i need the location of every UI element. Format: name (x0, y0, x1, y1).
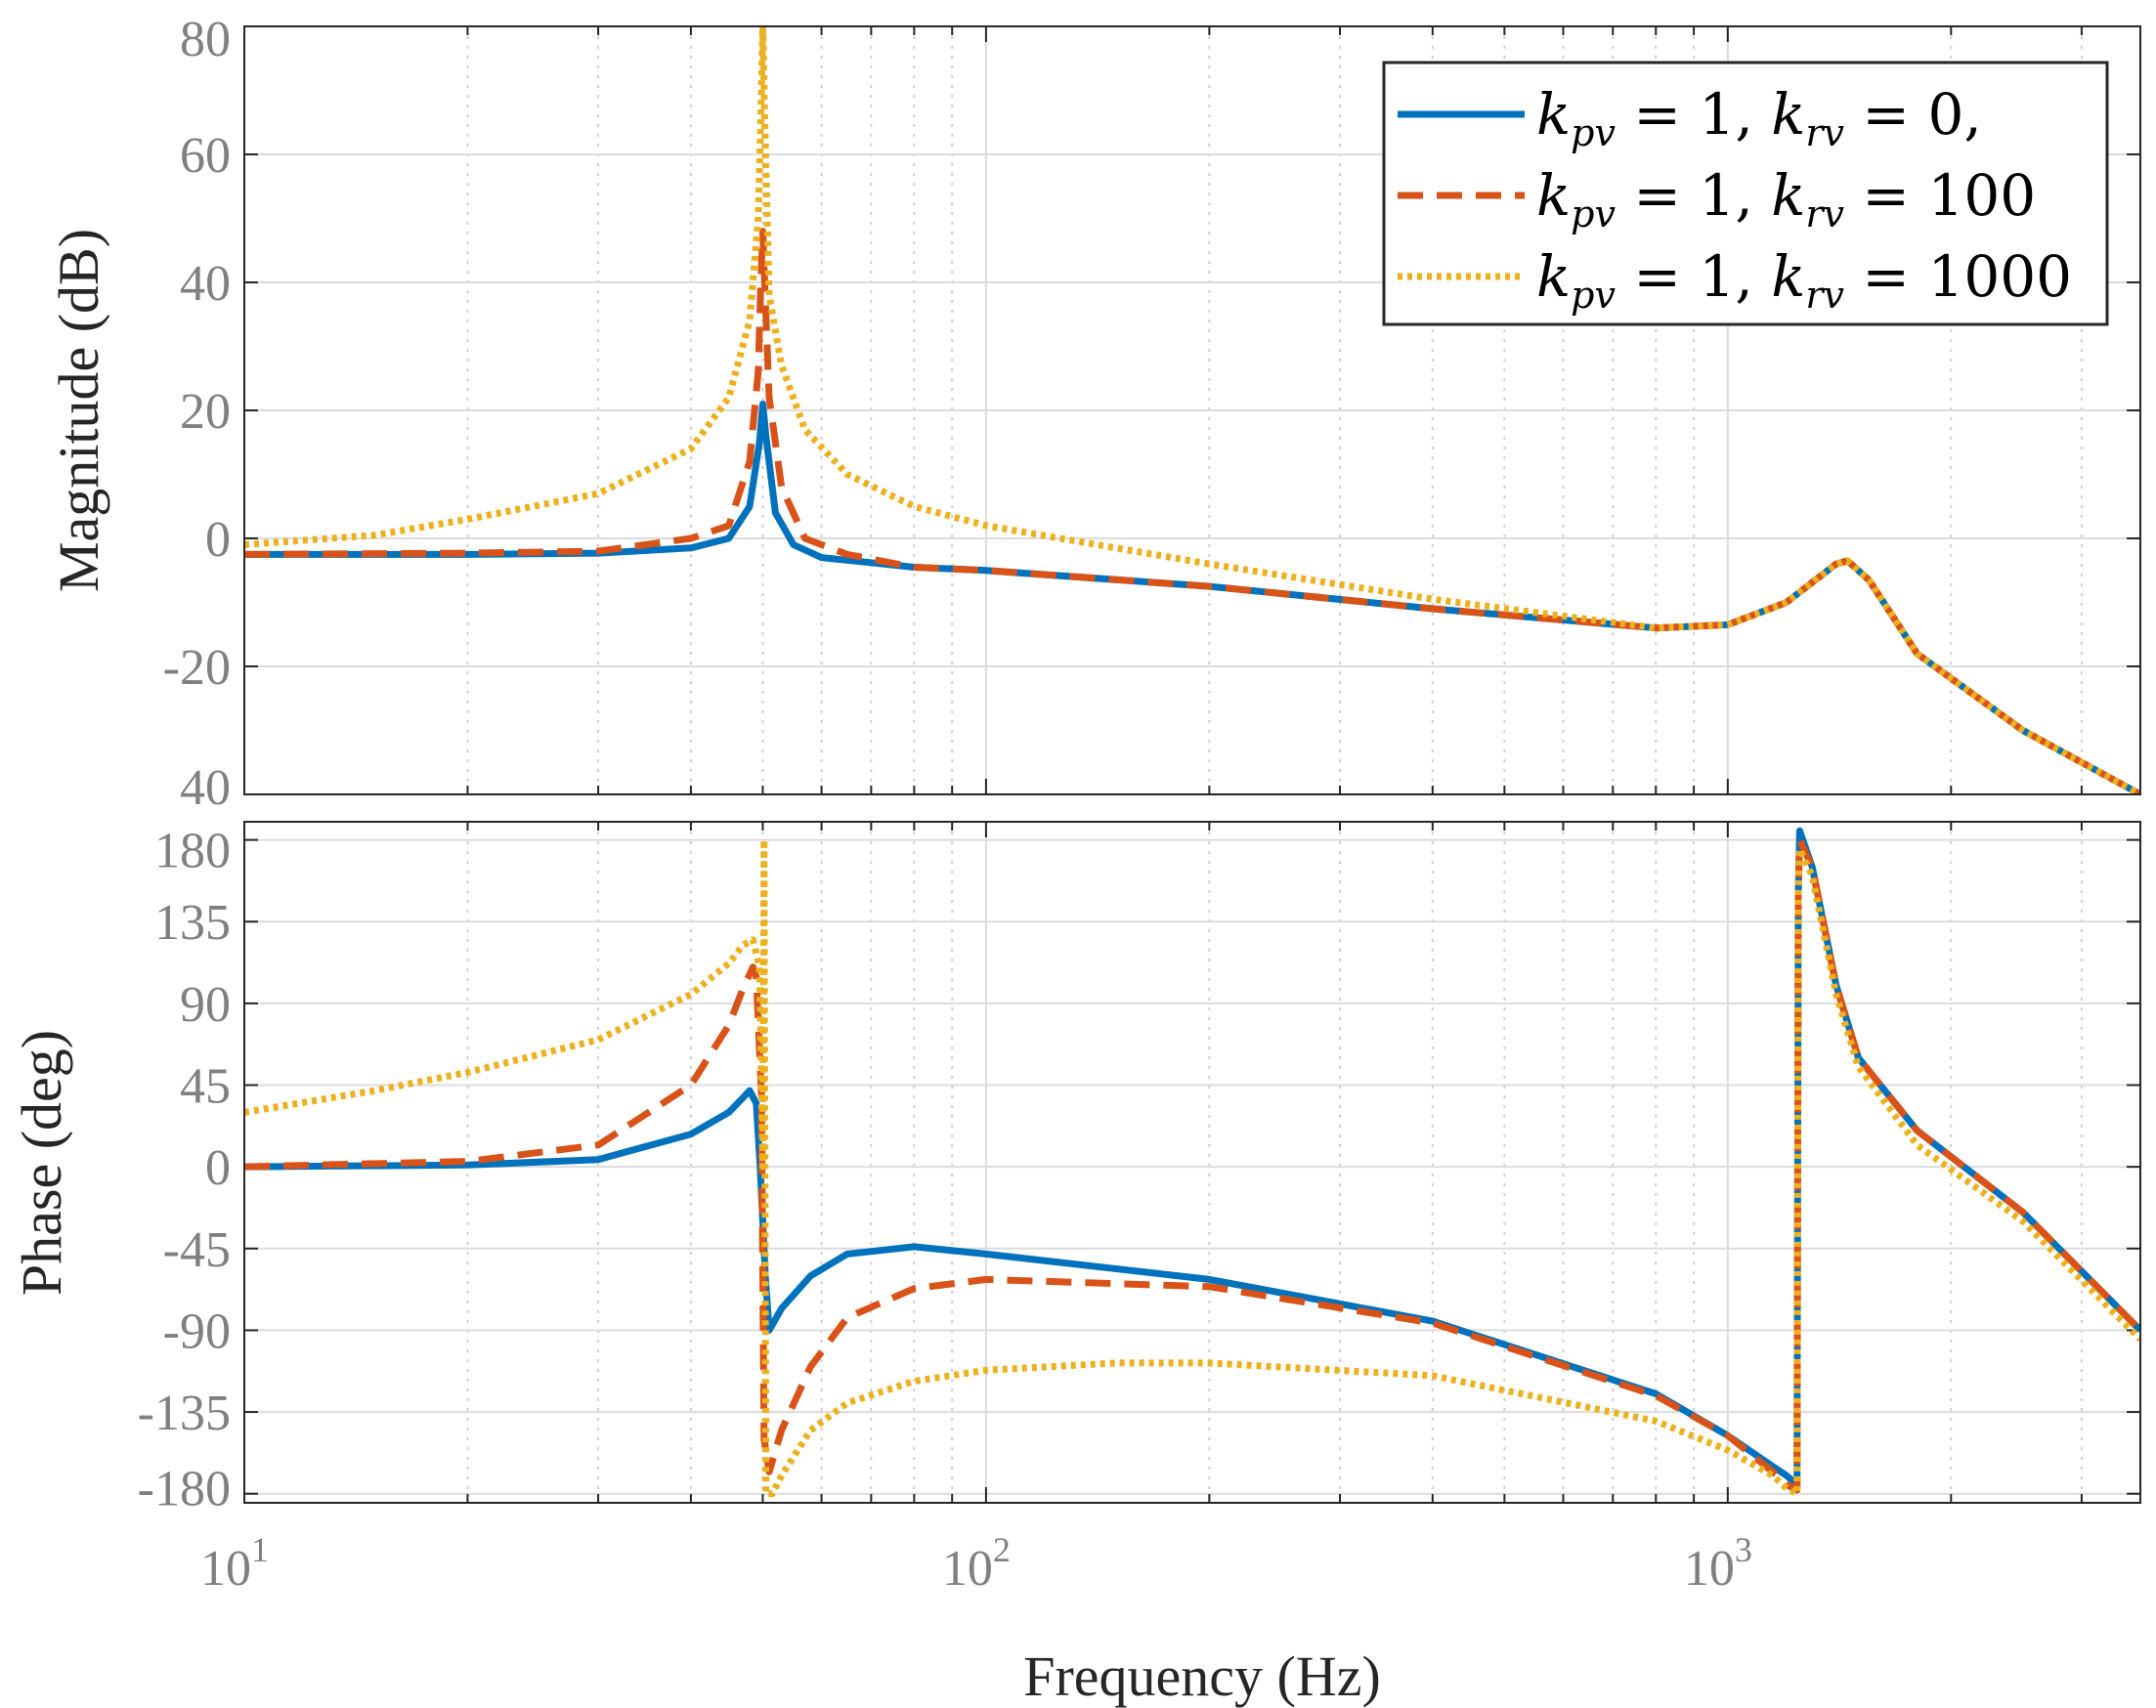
phase-y-tick-label: -90 (163, 1303, 231, 1359)
legend-label-series-1: kpv = 1, krv = 0, (1536, 81, 1982, 154)
phase-series-1-line (244, 827, 2140, 1488)
magnitude-y-tick-label: 40 (180, 256, 231, 312)
magnitude-y-tick-label: 0 (205, 512, 231, 568)
legend-label-series-3: kpv = 1, krv = 1000 (1536, 243, 2072, 317)
x-axis-ticks: 101 102 103 (200, 1530, 1752, 1597)
phase-y-axis-label: Phase (deg) (10, 1030, 73, 1296)
magnitude-y-tick-label: 40 (180, 760, 231, 816)
phase-series (244, 827, 2140, 1498)
legend-box (1382, 61, 2109, 326)
magnitude-y-tick-label: 20 (180, 384, 231, 440)
phase-panel: 180 135 90 45 0 -45 -90 -135 -180 Phase (deg) (10, 821, 2141, 1517)
phase-y-tick-label: -135 (138, 1386, 231, 1441)
phase-y-tick-label: 0 (205, 1140, 231, 1196)
magnitude-panel: 80 60 40 20 0 -20 40 Magnitude (dB) kpv = 1, k… (47, 12, 2141, 816)
phase-y-tick-label: -45 (163, 1222, 231, 1278)
phase-series-3-line (244, 836, 2140, 1498)
magnitude-series-2-line (244, 228, 2140, 794)
phase-y-ticks: 180 135 90 45 0 -45 -90 -135 -180 (138, 824, 231, 1517)
phase-y-tick-label: -180 (138, 1462, 231, 1517)
x-tick-label: 103 (1684, 1530, 1752, 1597)
phase-y-tick-label: 135 (154, 895, 231, 951)
x-tick-label: 102 (942, 1530, 1011, 1597)
magnitude-y-tick-label: -20 (163, 640, 231, 696)
magnitude-series-3-line (244, 26, 2140, 794)
x-axis-label: Frequency (Hz) (1023, 1644, 1381, 1708)
legend: kpv = 1, krv = 0, kpv = 1, krv = 100 kpv… (1382, 61, 2109, 326)
phase-axes-box (243, 821, 2141, 1504)
x-tick-label: 101 (200, 1530, 269, 1597)
legend-label-series-2: kpv = 1, krv = 100 (1536, 162, 2036, 235)
phase-y-tick-label: 180 (154, 824, 231, 879)
magnitude-y-axis-label: Magnitude (dB) (47, 229, 110, 592)
phase-y-tick-label: 90 (180, 977, 231, 1033)
phase-series-2-line (244, 836, 2140, 1494)
magnitude-y-tick-label: 80 (180, 12, 231, 67)
magnitude-series (244, 26, 2140, 794)
magnitude-axes-box (243, 25, 2141, 795)
magnitude-y-ticks: 80 60 40 20 0 -20 40 (163, 12, 231, 816)
phase-y-tick-label: 45 (180, 1059, 231, 1115)
magnitude-y-tick-label: 60 (180, 128, 231, 184)
